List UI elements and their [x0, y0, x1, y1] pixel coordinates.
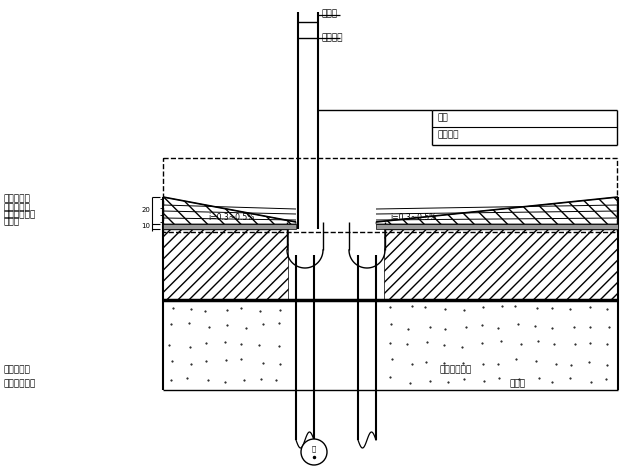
Text: 水泥砂结合层: 水泥砂结合层 — [3, 211, 35, 219]
Text: 防水胶泥: 防水胶泥 — [322, 33, 343, 43]
Text: 地漏: 地漏 — [437, 113, 448, 122]
Text: i=0.3~0.5%: i=0.3~0.5% — [208, 213, 254, 222]
Text: 10: 10 — [141, 223, 150, 229]
Polygon shape — [163, 197, 296, 224]
Text: 防水胶泥: 防水胶泥 — [437, 130, 459, 139]
Text: 建筑结构层: 建筑结构层 — [3, 365, 30, 375]
Text: 专用粘结剂: 专用粘结剂 — [3, 204, 30, 212]
Text: 20: 20 — [141, 207, 150, 213]
Text: 防水层: 防水层 — [322, 9, 338, 18]
Text: 某: 某 — [312, 446, 316, 452]
Bar — [163, 158, 617, 232]
Text: 水泥砂浆封堵: 水泥砂浆封堵 — [440, 365, 472, 375]
Text: 排水管: 排水管 — [510, 379, 526, 388]
Polygon shape — [384, 229, 618, 300]
Text: 管孔凿毛处理: 管孔凿毛处理 — [3, 379, 35, 388]
Text: 防水层: 防水层 — [3, 218, 19, 227]
Circle shape — [301, 439, 327, 465]
Polygon shape — [163, 224, 296, 229]
Text: i=0.3~0.5%: i=0.3~0.5% — [390, 213, 437, 222]
Polygon shape — [163, 229, 288, 300]
Text: 地面光成面: 地面光成面 — [3, 195, 30, 204]
Polygon shape — [376, 197, 618, 224]
Polygon shape — [376, 224, 618, 229]
